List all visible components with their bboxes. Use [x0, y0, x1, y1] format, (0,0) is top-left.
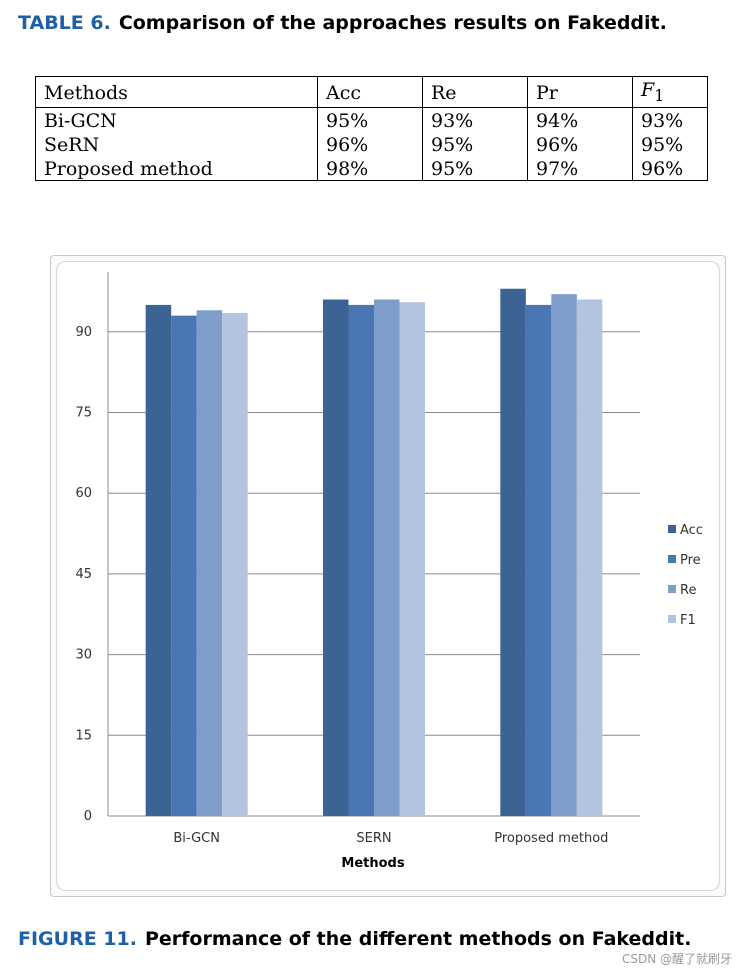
bar-f1 — [399, 302, 425, 817]
cell-pr: 94% — [527, 107, 633, 132]
legend-swatch — [668, 615, 676, 623]
legend-swatch — [668, 585, 676, 593]
bar-pre — [525, 304, 552, 816]
x-tick-label: SERN — [356, 831, 391, 846]
header-f1-letter: F — [641, 79, 655, 101]
header-f1: F1 — [632, 76, 708, 108]
header-f1-subscript: 1 — [654, 85, 665, 105]
y-tick-label: 90 — [75, 325, 92, 340]
watermark: CSDN @醒了就刷牙 — [621, 952, 732, 966]
legend-swatch — [668, 555, 676, 563]
cell-pr: 97% — [527, 155, 633, 181]
cell-f1: 93% — [632, 107, 708, 132]
legend-label: Pre — [680, 553, 701, 568]
cell-re: 93% — [422, 107, 528, 132]
figure-caption-label: FIGURE 11. — [18, 928, 137, 950]
cell-re: 95% — [422, 131, 528, 156]
legend-swatch — [668, 525, 676, 533]
y-tick-label: 30 — [75, 648, 92, 663]
cell-f1: 96% — [632, 155, 708, 181]
bar-re — [374, 299, 400, 816]
table-row: SeRN 96% 95% 96% 95% — [35, 131, 708, 156]
figure-caption-text: Performance of the different methods on … — [144, 928, 692, 950]
figure-caption: FIGURE 11. Performance of the different m… — [18, 928, 691, 950]
y-tick-label: 60 — [75, 486, 92, 501]
y-tick-label: 75 — [75, 406, 92, 421]
header-methods: Methods — [35, 76, 318, 108]
cell-method: Bi-GCN — [35, 107, 318, 132]
bar-pre — [348, 304, 374, 816]
bar-f1 — [222, 312, 248, 816]
bar-acc — [145, 304, 172, 816]
table-row: Proposed method 98% 95% 97% 96% — [35, 155, 708, 181]
cell-pr: 96% — [527, 131, 633, 156]
legend-label: Acc — [680, 523, 703, 538]
header-pr: Pr — [527, 76, 633, 108]
cell-acc: 96% — [317, 131, 423, 156]
header-re: Re — [422, 76, 528, 108]
legend-label: Re — [680, 583, 696, 598]
y-tick-label: 45 — [75, 567, 92, 582]
table-header-row: Methods Acc Re Pr F1 — [35, 76, 708, 108]
cell-method: Proposed method — [35, 155, 318, 181]
legend-label: F1 — [680, 613, 696, 628]
x-axis-title: Methods — [341, 856, 404, 871]
cell-method: SeRN — [35, 131, 318, 156]
table-caption-label: TABLE 6. — [18, 12, 111, 34]
bar-acc — [500, 288, 526, 816]
x-tick-label: Bi-GCN — [173, 831, 220, 846]
cell-acc: 98% — [317, 155, 423, 181]
header-acc: Acc — [317, 76, 423, 108]
bar-f1 — [576, 299, 603, 816]
cell-acc: 95% — [317, 107, 423, 132]
bar-acc — [323, 299, 349, 816]
bar-pre — [171, 315, 197, 816]
bar-re — [196, 310, 223, 816]
table-caption-text: Comparison of the approaches results on … — [118, 12, 667, 34]
table-row: Bi-GCN 95% 93% 94% 93% — [35, 107, 708, 132]
y-tick-label: 0 — [84, 809, 92, 824]
table-caption: TABLE 6. Comparison of the approaches res… — [18, 12, 667, 34]
bar-re — [551, 294, 577, 816]
cell-re: 95% — [422, 155, 528, 181]
y-tick-label: 15 — [75, 728, 92, 743]
cell-f1: 95% — [632, 131, 708, 156]
results-table: Methods Acc Re Pr F1 Bi-GCN 95% 93% 94% … — [35, 76, 708, 181]
x-tick-label: Proposed method — [494, 831, 608, 846]
